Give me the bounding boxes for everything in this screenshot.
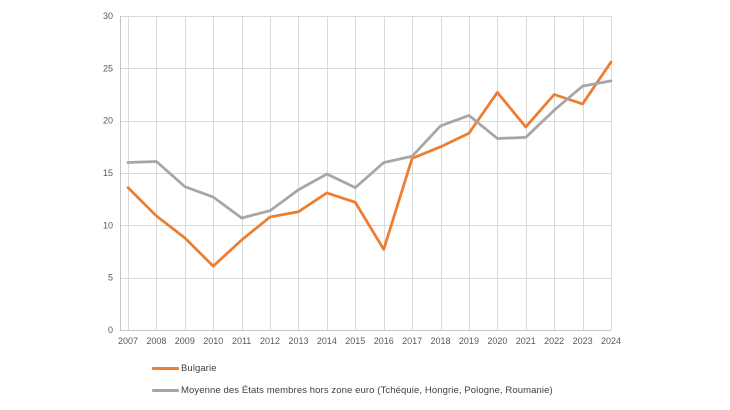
chart-legend: Bulgarie Moyenne des États membres hors … (152, 362, 553, 397)
y-tick-label: 15 (103, 168, 113, 178)
legend-line-swatch-bulgarie (152, 367, 179, 370)
x-tick-label: 2021 (516, 336, 536, 346)
x-tick-label: 2020 (487, 336, 507, 346)
x-tick-label: 2007 (118, 336, 138, 346)
legend-label-bulgarie: Bulgarie (181, 363, 217, 374)
y-tick-label: 20 (103, 116, 113, 126)
x-tick-label: 2010 (203, 336, 223, 346)
x-tick-label: 2009 (175, 336, 195, 346)
x-tick-label: 2019 (459, 336, 479, 346)
x-tick-label: 2024 (601, 336, 621, 346)
legend-label-moyenne: Moyenne des États membres hors zone euro… (181, 385, 553, 396)
y-tick-label: 5 (108, 273, 113, 283)
y-tick-label: 25 (103, 63, 113, 73)
x-tick-label: 2012 (260, 336, 280, 346)
x-tick-label: 2018 (431, 336, 451, 346)
series-line-moyenne (126, 79, 613, 220)
x-tick-label: 2011 (232, 336, 251, 346)
x-tick-label: 2023 (573, 336, 593, 346)
legend-item-moyenne-hors-zone-euro: Moyenne des États membres hors zone euro… (152, 384, 553, 397)
x-tick-label: 2015 (345, 336, 365, 346)
series-line-bulgarie (126, 60, 613, 268)
legend-item-bulgarie: Bulgarie (152, 362, 553, 375)
y-tick-label: 30 (103, 11, 113, 21)
y-tick-label: 0 (108, 325, 113, 335)
x-tick-label: 2008 (146, 336, 166, 346)
y-tick-label: 10 (103, 220, 113, 230)
x-tick-label: 2017 (402, 336, 422, 346)
legend-line-swatch-moyenne (152, 389, 179, 392)
x-tick-label: 2013 (288, 336, 308, 346)
x-tick-label: 2014 (317, 336, 337, 346)
x-tick-label: 2016 (374, 336, 394, 346)
x-tick-label: 2022 (544, 336, 564, 346)
